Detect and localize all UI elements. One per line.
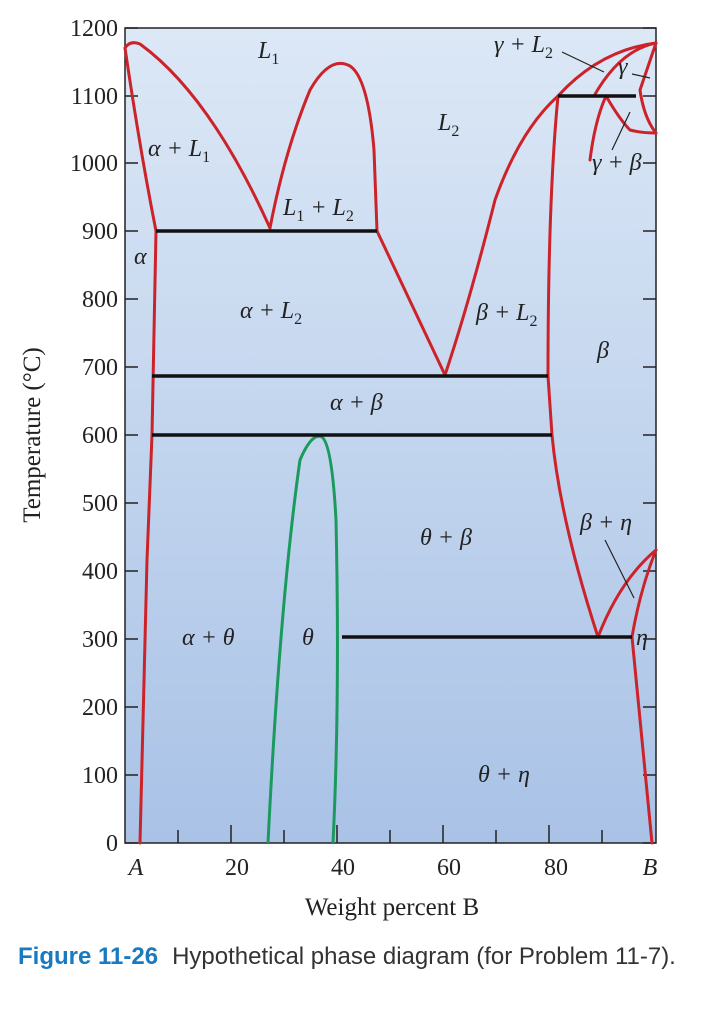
liquid-miscibility-dome	[268, 61, 379, 233]
y-tick-label: 500	[82, 491, 118, 517]
y-tick-label: 1000	[70, 151, 118, 177]
leader-lines	[561, 51, 651, 599]
region-label-beta-l2: β + L2	[475, 300, 538, 330]
theta-phase-boundary	[266, 434, 339, 844]
y-tick-label: 1200	[70, 16, 118, 42]
phase-boundaries	[123, 41, 658, 845]
region-label-gamma: γ	[618, 54, 628, 80]
liquidus-l2-right	[443, 94, 560, 377]
x-tick-label: 40	[331, 855, 355, 881]
region-label-theta-beta: θ + β	[420, 525, 472, 551]
solidus-gamma	[592, 41, 658, 98]
region-label-l2: L2	[437, 110, 459, 140]
solidus-alpha-upper	[123, 46, 158, 233]
region-label-l1: L1	[257, 38, 279, 68]
alpha-solvus	[138, 229, 158, 845]
y-tick-label: 0	[106, 831, 118, 857]
figure-caption: Figure 11-26 Hypothetical phase diagram (…	[18, 940, 688, 974]
region-label-gamma-beta: γ + β	[592, 150, 642, 176]
x-axis-title: Weight percent B	[305, 894, 479, 921]
y-tick-label: 700	[82, 355, 118, 381]
liquidus-left	[123, 41, 272, 230]
x-tick-label: 20	[225, 855, 249, 881]
region-label-theta: θ	[302, 625, 314, 651]
region-label-alpha-theta: α + θ	[182, 625, 235, 651]
y-tick-label: 100	[82, 763, 118, 789]
liquidus-l2-left	[375, 229, 447, 377]
gamma-beta-left	[604, 94, 658, 135]
region-label-theta-eta: θ + η	[478, 762, 530, 788]
region-label-alpha: α	[134, 244, 147, 270]
y-axis-title: Temperature (°C)	[19, 347, 46, 523]
region-labels: L1 L2 α + L1 L1 + L2 α α + L2 β + L2 γ +…	[134, 32, 648, 788]
y-tick-label: 900	[82, 219, 118, 245]
region-label-gamma-l2: γ + L2	[494, 32, 553, 62]
figure-number: Figure 11-26	[18, 943, 159, 970]
x-tick-labels: A 20 40 60 80 B	[127, 855, 658, 881]
y-tick-label: 800	[82, 287, 118, 313]
region-label-beta: β	[596, 338, 609, 364]
x-tick-label: B	[643, 855, 658, 881]
y-tick-label: 1100	[71, 84, 118, 110]
gamma-field	[638, 41, 658, 135]
region-label-l1-l2: L1 + L2	[282, 195, 354, 225]
region-label-alpha-l2: α + L2	[240, 298, 302, 328]
y-tick-labels: 0 100 200 300 400 500 600 700 800 900 10…	[70, 16, 118, 857]
beta-eta-dome	[596, 548, 658, 639]
x-tick-label: A	[127, 855, 144, 881]
y-tick-label: 400	[82, 559, 118, 585]
region-label-eta: η	[636, 625, 648, 651]
x-tick-label: 80	[544, 855, 568, 881]
region-label-beta-eta: β + η	[579, 510, 632, 536]
beta-boundary-left-top	[588, 94, 608, 162]
region-label-alpha-l1: α + L1	[148, 136, 210, 166]
region-label-alpha-beta: α + β	[330, 390, 383, 416]
x-axis	[177, 825, 603, 843]
eta-solvus	[630, 635, 654, 845]
y-tick-label: 300	[82, 627, 118, 653]
y-tick-label: 600	[82, 423, 118, 449]
caption-text: Hypothetical phase diagram (for Problem …	[172, 943, 676, 970]
eta-left	[630, 548, 658, 639]
phase-diagram: 0 100 200 300 400 500 600 700 800 900 10…	[19, 16, 658, 921]
y-tick-label: 200	[82, 695, 118, 721]
x-tick-label: 60	[437, 855, 461, 881]
isotherms	[152, 94, 636, 639]
